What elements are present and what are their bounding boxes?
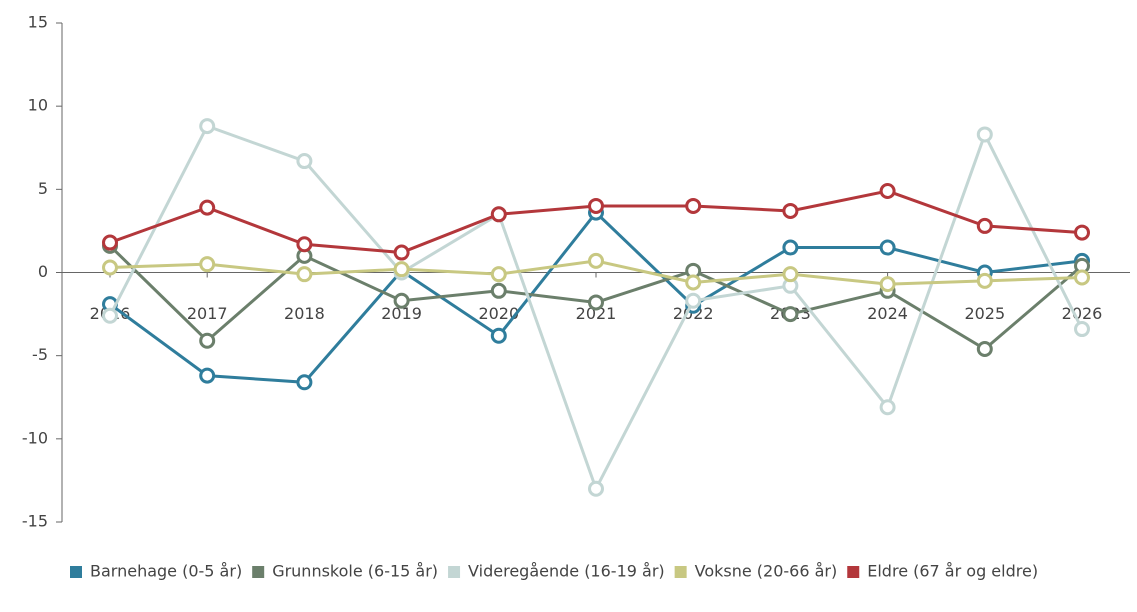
data-point <box>782 202 799 219</box>
data-point <box>976 126 993 143</box>
legend-label: Videregående (16-19 år) <box>468 562 665 581</box>
data-point <box>879 276 896 293</box>
data-point <box>879 182 896 199</box>
data-point <box>393 261 410 278</box>
y-tick-label: -15 <box>22 512 48 531</box>
data-point <box>782 306 799 323</box>
x-tick-label: 2020 <box>478 304 519 323</box>
legend-label: Voksne (20-66 år) <box>695 562 838 581</box>
data-point <box>490 206 507 223</box>
y-tick-label: 15 <box>28 13 48 32</box>
y-tick-label: -10 <box>22 428 48 447</box>
x-tick-label: 2021 <box>576 304 617 323</box>
data-point <box>199 367 216 384</box>
data-point <box>199 256 216 273</box>
data-point <box>296 236 313 253</box>
x-tick-label: 2017 <box>187 304 228 323</box>
data-point <box>102 307 118 324</box>
data-point <box>199 118 216 135</box>
legend-label: Eldre (67 år og eldre) <box>867 562 1038 581</box>
data-point <box>685 292 702 309</box>
data-point <box>879 399 896 416</box>
data-point <box>1074 269 1090 286</box>
legend-label: Barnehage (0-5 år) <box>90 562 242 581</box>
data-point <box>879 239 896 256</box>
data-point <box>588 294 604 311</box>
x-tick-label: 2026 <box>1062 304 1103 323</box>
data-point <box>490 282 507 299</box>
data-point <box>490 327 507 344</box>
data-point <box>976 217 993 234</box>
y-tick-label: 5 <box>38 179 48 198</box>
data-point <box>588 480 604 497</box>
legend-swatch <box>847 566 860 578</box>
y-tick-label: 10 <box>28 96 48 115</box>
data-point <box>199 332 216 349</box>
data-point <box>1074 321 1090 338</box>
data-point <box>102 234 118 251</box>
data-point <box>685 197 702 214</box>
data-point <box>1074 224 1090 241</box>
legend-swatch <box>252 566 265 578</box>
x-tick-label: 2024 <box>867 304 908 323</box>
data-point <box>393 292 410 309</box>
data-point <box>976 341 993 358</box>
data-point <box>393 244 410 261</box>
data-point <box>296 266 313 283</box>
data-point <box>976 272 993 289</box>
legend-swatch <box>70 566 82 578</box>
legend-swatch <box>674 566 687 578</box>
y-tick-label: 0 <box>38 262 48 281</box>
data-point <box>199 199 216 216</box>
legend-label: Grunnskole (6-15 år) <box>272 562 438 581</box>
data-point <box>782 239 799 256</box>
legend-swatch <box>448 566 461 578</box>
data-point <box>588 197 604 214</box>
data-point <box>685 274 702 291</box>
x-tick-label: 2018 <box>284 304 325 323</box>
data-point <box>588 252 604 269</box>
x-tick-label: 2025 <box>964 304 1005 323</box>
y-tick-label: -5 <box>32 345 48 364</box>
data-point <box>782 266 799 283</box>
data-point <box>296 374 313 391</box>
data-point <box>102 259 118 276</box>
data-point <box>296 153 313 170</box>
x-tick-label: 2019 <box>381 304 422 323</box>
data-point <box>490 266 507 283</box>
